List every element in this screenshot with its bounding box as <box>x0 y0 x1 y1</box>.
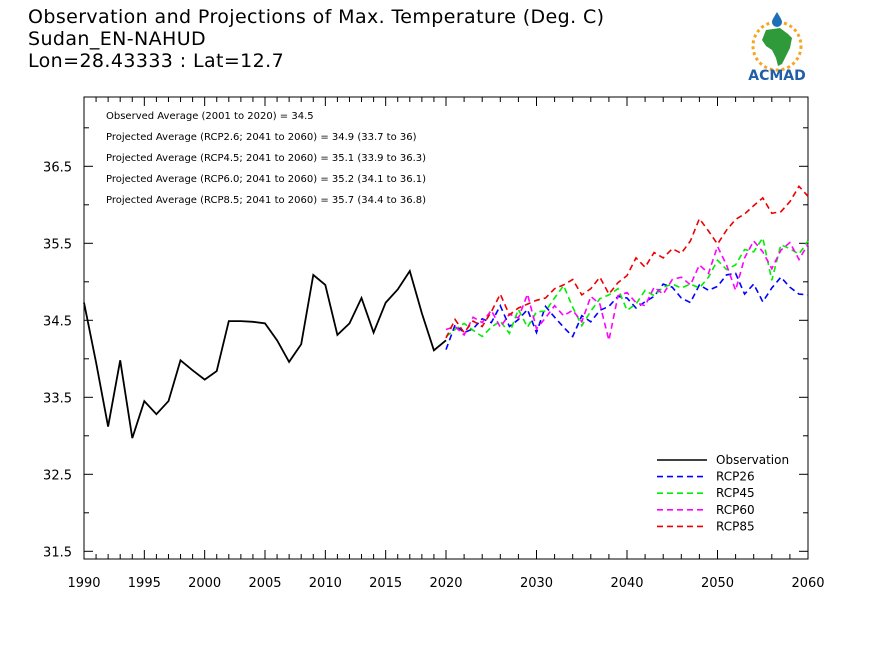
plot-frame <box>83 96 809 560</box>
legend-label: RCP60 <box>716 503 755 517</box>
annotation-line: Projected Average (RCP6.0; 2041 to 2060)… <box>106 174 426 185</box>
axis-ticks <box>83 97 809 559</box>
x-tick-label: 2000 <box>188 576 221 591</box>
water-drop-icon <box>772 12 782 27</box>
y-tick-label: 36.5 <box>43 160 72 175</box>
legend-label: Observation <box>716 453 789 467</box>
legend-label: RCP45 <box>716 486 755 500</box>
y-tick-label: 34.5 <box>43 314 72 329</box>
y-tick-label: 33.5 <box>43 391 72 406</box>
legend-label: RCP26 <box>716 470 755 484</box>
x-tick-label: 2030 <box>520 576 553 591</box>
annotation-line: Projected Average (RCP2.6; 2041 to 2060)… <box>106 132 417 143</box>
series-line-rcp45 <box>445 235 809 338</box>
y-axis-labels: 31.5 32.5 33.5 34.5 35.5 36.5 <box>43 160 72 560</box>
x-tick-label: 2040 <box>610 576 643 591</box>
y-tick-label: 31.5 <box>43 545 72 560</box>
sun-rays-icon <box>751 20 803 72</box>
x-tick-label: 2020 <box>429 576 462 591</box>
x-tick-label: 2010 <box>309 576 342 591</box>
acmad-logo: ACMAD <box>748 12 806 84</box>
y-tick-label: 35.5 <box>43 237 72 252</box>
series-line-rcp26 <box>445 272 809 350</box>
legend: Observation RCP26 RCP45 RCP60 RCP85 <box>657 453 789 533</box>
chart-header: Observation and Projections of Max. Temp… <box>28 6 604 72</box>
y-tick-label: 32.5 <box>43 468 72 483</box>
x-tick-label: 2050 <box>701 576 734 591</box>
x-axis-labels: 1990 1995 2000 2005 2010 2015 2020 2030 2040 2050… <box>67 576 824 591</box>
annotation-line: Projected Average (RCP8.5; 2041 to 2060)… <box>106 195 426 206</box>
series-lines <box>83 184 809 439</box>
station-coordinates: Lon=28.43333 : Lat=12.7 <box>28 50 285 72</box>
x-tick-label: 2015 <box>369 576 402 591</box>
series-line-observation <box>83 268 447 439</box>
annotation-line: Observed Average (2001 to 2020) = 34.5 <box>106 111 314 122</box>
x-tick-label: 1995 <box>128 576 161 591</box>
station-name: Sudan_EN-NAHUD <box>28 28 207 50</box>
chart-title: Observation and Projections of Max. Temp… <box>28 6 605 28</box>
africa-map-icon <box>762 28 792 66</box>
x-tick-label: 1990 <box>67 576 100 591</box>
series-line-rcp85 <box>445 184 809 339</box>
annotation-line: Projected Average (RCP4.5; 2041 to 2060)… <box>106 153 426 164</box>
legend-label: RCP85 <box>716 519 755 533</box>
acmad-logo-text: ACMAD <box>748 68 806 84</box>
x-tick-label: 2060 <box>791 576 824 591</box>
series-line-rcp60 <box>445 239 809 341</box>
x-tick-label: 2005 <box>248 576 281 591</box>
annotation-block: Observed Average (2001 to 2020) = 34.5 Pr… <box>106 111 426 206</box>
